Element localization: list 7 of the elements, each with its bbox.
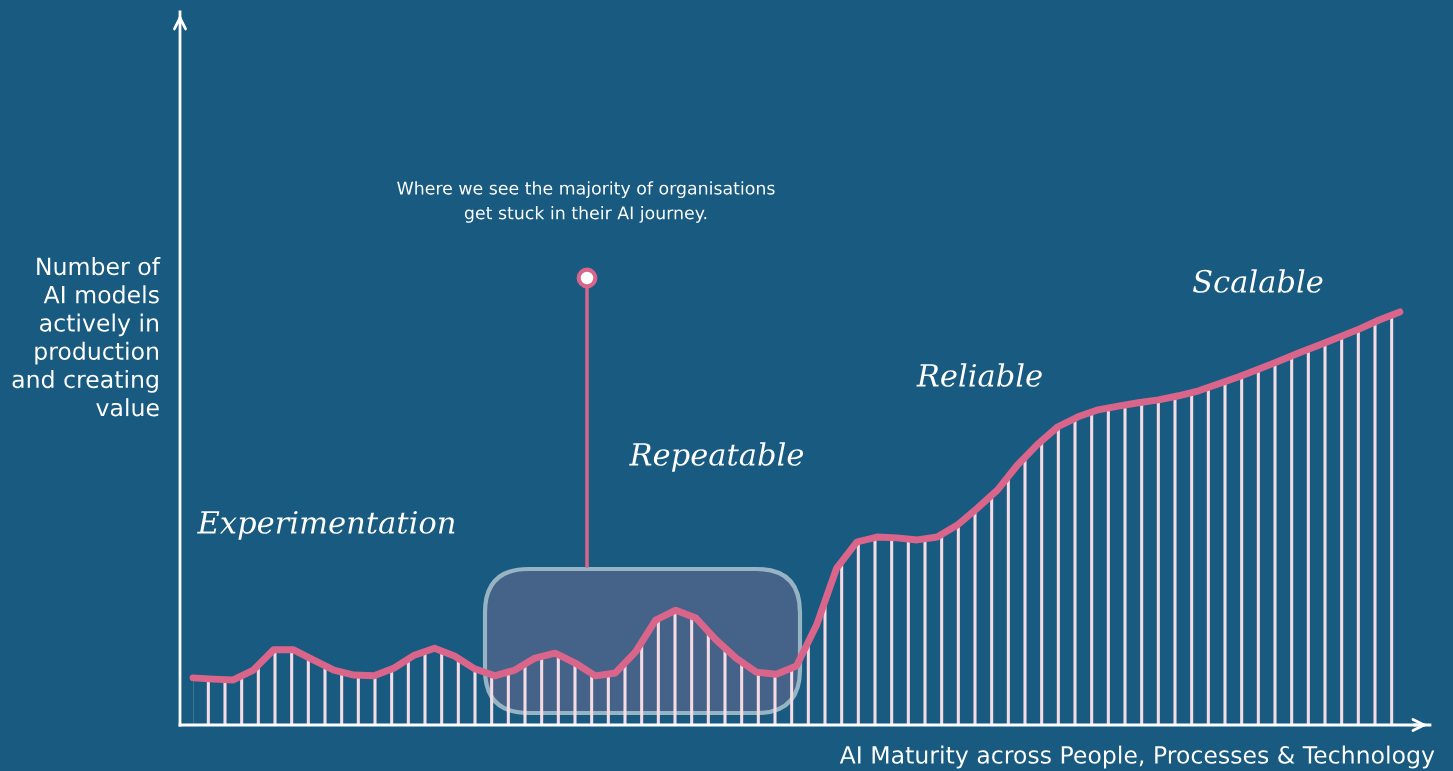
text: Where we see the majority of organisations get stuck in their AI journey.: [397, 181, 775, 223]
text: Scalable: [1193, 269, 1323, 293]
annotation: Repeatable: [629, 442, 804, 472]
annotation: Reliable: [916, 363, 1042, 387]
x-axis-title: AI Maturity across People, Processes & Technology: [839, 745, 1435, 769]
annotation: Experimentation: [197, 510, 455, 540]
y-axis-title: Number of AI models actively in production and creating value: [12, 256, 161, 417]
